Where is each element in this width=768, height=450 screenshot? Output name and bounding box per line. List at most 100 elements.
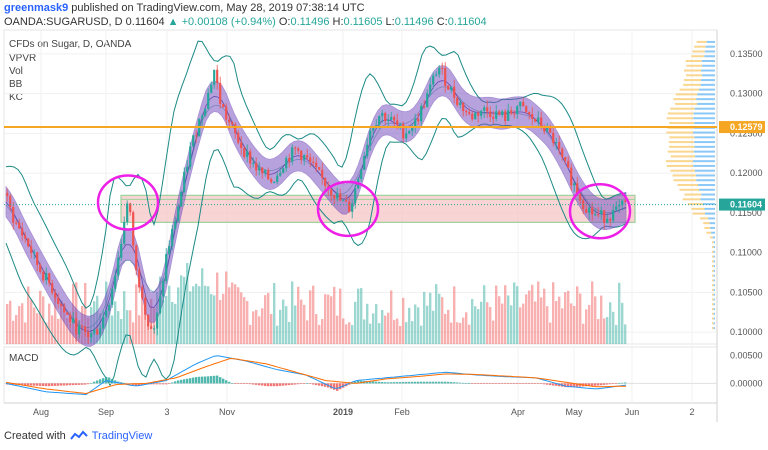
macd-label[interactable]: MACD <box>9 353 39 364</box>
volume-profile-up <box>666 164 694 167</box>
volume-bar <box>465 312 468 344</box>
candle-body <box>540 117 543 127</box>
volume-profile-down <box>694 141 715 144</box>
volume-bar <box>222 293 225 344</box>
author-name[interactable]: greenmask9 <box>4 2 69 14</box>
annotation-circles[interactable] <box>96 174 632 240</box>
candle-body <box>567 160 570 168</box>
indicator-vpvr[interactable]: VPVR <box>9 53 37 64</box>
volume-bar <box>270 313 273 344</box>
volume-profile-up <box>670 155 696 158</box>
volume-bar <box>219 300 222 344</box>
volume-profile-down <box>700 83 715 86</box>
macd-histogram-bar <box>417 381 420 384</box>
price-tick-label: 0.10000 <box>730 327 763 337</box>
time-tick-label: 2 <box>689 407 694 417</box>
macd-histogram-bar <box>546 383 549 385</box>
open-value: 0.11496 <box>290 16 330 28</box>
time-axis[interactable]: Aug Sep 3 Nov 2019 Feb Apr May Jun 2 <box>33 407 695 417</box>
indicator-bb[interactable]: BB <box>9 79 23 90</box>
candle-body <box>399 123 402 125</box>
candle-body <box>72 318 75 323</box>
time-tick-label: Sep <box>98 407 114 417</box>
volume-profile-up <box>712 274 714 277</box>
candle-body <box>90 333 93 338</box>
macd-histogram-bar <box>201 376 204 384</box>
macd-histogram-bar <box>72 383 75 386</box>
volume-bar <box>285 306 288 344</box>
indicator-vol[interactable]: Vol <box>9 66 23 77</box>
candle-body <box>54 292 57 298</box>
macd-histogram-bar <box>57 383 60 386</box>
macd-line <box>5 355 627 396</box>
last-price: 0.11604 <box>125 16 165 28</box>
indicator-kc[interactable]: KC <box>9 92 23 103</box>
macd-histogram-bar <box>447 381 450 384</box>
volume-bar <box>510 305 513 344</box>
macd-histogram-bar <box>621 382 624 384</box>
volume-bar <box>423 291 426 344</box>
macd-histogram-bar <box>387 382 390 384</box>
macd-histogram-bar <box>60 383 63 386</box>
volume-bar <box>321 319 324 344</box>
candle-body <box>546 127 549 132</box>
macd-histogram-bar <box>588 383 591 387</box>
macd-histogram-bar <box>219 377 222 384</box>
candle-body <box>210 84 213 93</box>
macd-histogram-bar <box>480 383 483 384</box>
volume-profile-up <box>685 60 702 63</box>
macd-histogram-bar <box>195 377 198 384</box>
volume-bar <box>348 322 351 344</box>
macd-histogram-bar <box>174 381 177 384</box>
macd-histogram-bar <box>270 383 273 387</box>
volume-profile-down <box>713 241 715 244</box>
candle-body <box>279 172 282 176</box>
price-axis[interactable]: 0.13500 0.13000 0.12500 0.12000 0.11500 0.110… <box>719 49 765 337</box>
time-tick-label: 3 <box>164 407 169 417</box>
candle-body <box>27 238 30 247</box>
volume-bar <box>594 296 597 344</box>
volume-bar <box>462 317 465 344</box>
macd-histogram-bar <box>528 383 531 384</box>
macd-histogram-bar <box>405 381 408 384</box>
volume-profile-down <box>697 102 715 105</box>
macd-histogram-bar <box>186 378 189 384</box>
macd-histogram-bar <box>159 383 162 385</box>
macd-histogram-bar <box>63 383 66 386</box>
volume-profile-down <box>713 284 715 287</box>
macd-axis[interactable]: 0.00500 0.00000 <box>730 350 763 388</box>
candle-body <box>309 157 312 162</box>
volume-bar <box>288 321 291 344</box>
volume-profile-down <box>713 298 715 301</box>
macd-histogram-bar <box>48 383 51 387</box>
volume-bar <box>192 286 195 344</box>
macd-histogram-bar <box>252 383 255 385</box>
price-levels[interactable] <box>4 126 717 206</box>
volume-bar <box>417 307 420 344</box>
candle-body <box>363 156 366 171</box>
macd-histogram-bar <box>399 382 402 384</box>
price-chart-svg[interactable]: 0.13500 0.13000 0.12500 0.12000 0.11500 0.110… <box>0 0 768 428</box>
volume-profile-down <box>711 231 715 234</box>
volume-profile-down <box>692 160 715 163</box>
macd-histogram-bar <box>21 383 24 386</box>
volume-bar <box>609 302 612 344</box>
candle-body <box>402 123 405 139</box>
volume-profile-down <box>712 236 715 239</box>
candle-body <box>15 222 18 224</box>
candle-body <box>369 130 372 145</box>
tradingview-brand[interactable]: TradingView <box>91 430 153 442</box>
candle-body <box>174 221 177 229</box>
candle-body <box>408 131 411 134</box>
candle-body <box>477 112 480 116</box>
candle-body <box>426 93 429 107</box>
volume-profile-up <box>712 312 714 315</box>
macd-histogram-bar <box>420 381 423 384</box>
volume-profile-up <box>687 203 703 206</box>
candle-body <box>453 86 456 98</box>
volume-bar <box>333 286 336 344</box>
macd-histogram-bar <box>294 383 297 385</box>
time-tick-label: Jun <box>625 407 640 417</box>
candle-body <box>333 195 336 199</box>
volume-bar <box>459 322 462 344</box>
